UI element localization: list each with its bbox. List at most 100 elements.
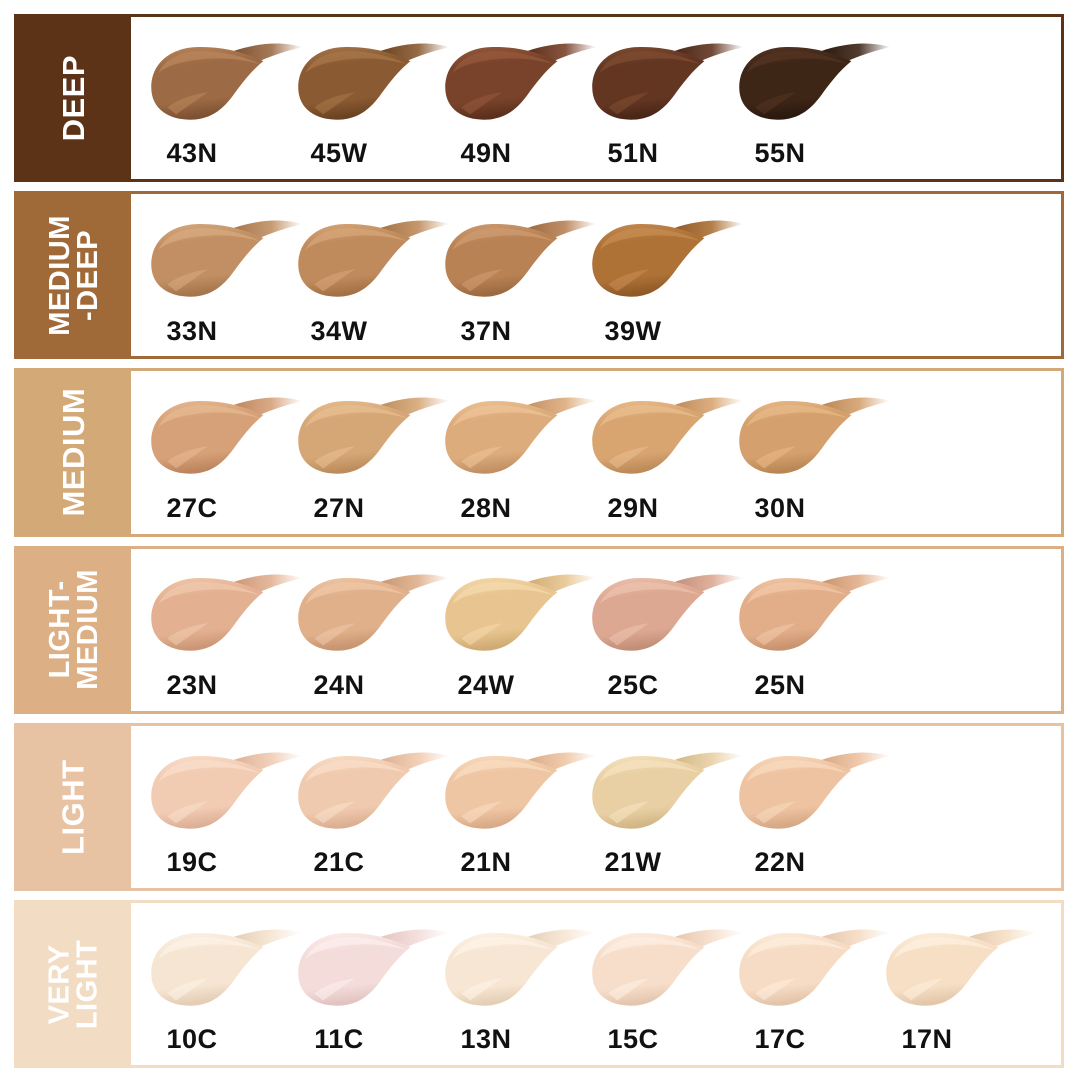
shade-swatch[interactable]: 21W <box>578 726 744 888</box>
swatch-smear-shape <box>445 397 597 474</box>
shade-swatch[interactable]: 15C <box>578 903 744 1065</box>
shade-swatch[interactable]: 13N <box>431 903 597 1065</box>
shade-swatch[interactable]: 45W <box>284 17 450 179</box>
swatch-smear-shape <box>298 574 450 652</box>
swatch-smear-shape <box>592 574 744 652</box>
category-label-line: LIGHT <box>55 759 91 855</box>
swatch-smear-shape <box>151 574 303 652</box>
shade-swatch[interactable]: 27C <box>137 371 303 533</box>
swatch-smear <box>578 566 756 667</box>
category-label-cell: MEDIUM -DEEP <box>17 194 131 357</box>
shade-code-label: 22N <box>754 847 806 878</box>
shade-swatch[interactable]: 25C <box>578 549 744 711</box>
category-label-line: MEDIUM <box>43 214 76 336</box>
swatch-smear-shape <box>151 397 303 474</box>
shade-swatch[interactable]: 17N <box>872 903 1038 1065</box>
shade-swatch[interactable]: 17C <box>725 903 891 1065</box>
shade-swatch[interactable]: 22N <box>725 726 891 888</box>
swatch-smear <box>578 921 756 1022</box>
swatch-smear-shape <box>298 43 450 120</box>
swatch-smear <box>725 389 903 490</box>
shade-swatch[interactable]: 25N <box>725 549 891 711</box>
swatch-smear <box>137 566 315 667</box>
swatch-area: 19C 21C 21N 21W 22N <box>131 725 1061 888</box>
swatch-smear <box>431 35 609 136</box>
shade-swatch[interactable]: 28N <box>431 371 597 533</box>
category-label-cell: MEDIUM <box>17 371 131 534</box>
swatch-smear <box>431 921 609 1022</box>
category-label-cell: DEEP <box>17 17 131 180</box>
shade-swatch[interactable]: 43N <box>137 17 303 179</box>
shade-swatch[interactable]: 21C <box>284 726 450 888</box>
shade-code-label: 30N <box>754 492 806 523</box>
shade-row: LIGHT 19C 21C 21N 21W 22N <box>14 722 1064 891</box>
shade-row: VERY LIGHT 10C 11C 13N 15C 17C 17N <box>14 899 1064 1069</box>
shade-swatch[interactable]: 24N <box>284 549 450 711</box>
swatch-smear-shape <box>592 397 744 474</box>
shade-swatch[interactable]: 23N <box>137 549 303 711</box>
swatch-smear <box>431 744 609 845</box>
swatch-area: 27C 27N 28N 29N 30N <box>131 371 1061 534</box>
shade-swatch[interactable]: 21N <box>431 726 597 888</box>
swatch-smear-shape <box>592 220 744 297</box>
swatch-track: 43N 45W 49N 51N 55N <box>137 17 1061 179</box>
category-label-cell: LIGHT- MEDIUM <box>17 548 131 711</box>
category-label-line: LIGHT <box>72 939 104 1029</box>
category-label-line: MEDIUM <box>72 569 105 690</box>
swatch-smear <box>137 744 315 845</box>
shade-code-label: 33N <box>166 315 218 346</box>
shade-code-label: 51N <box>607 138 659 169</box>
shade-swatch[interactable]: 39W <box>578 194 744 356</box>
category-label: LIGHT <box>55 759 91 855</box>
swatch-area: 10C 11C 13N 15C 17C 17N <box>131 902 1061 1066</box>
shade-swatch[interactable]: 51N <box>578 17 744 179</box>
category-label-line: DEEP <box>55 54 91 142</box>
shade-code-label: 21C <box>313 847 365 878</box>
category-label-cell: VERY LIGHT <box>17 902 131 1066</box>
shade-row: MEDIUM 27C 27N 28N 29N 30N <box>14 368 1064 537</box>
shade-swatch[interactable]: 24W <box>431 549 597 711</box>
swatch-track: 27C 27N 28N 29N 30N <box>137 371 1061 533</box>
category-label-line: MEDIUM <box>55 388 91 517</box>
shade-code-label: 55N <box>754 138 806 169</box>
shade-swatch[interactable]: 49N <box>431 17 597 179</box>
shade-swatch[interactable]: 34W <box>284 194 450 356</box>
category-label: DEEP <box>55 54 91 142</box>
swatch-smear-shape <box>151 220 303 297</box>
category-label-cell: LIGHT <box>17 725 131 888</box>
swatch-area: 33N 34W 37N 39W <box>131 194 1061 357</box>
shade-code-label: 21N <box>460 847 512 878</box>
shade-code-label: 10C <box>166 1024 218 1055</box>
swatch-smear <box>284 212 462 313</box>
swatch-smear <box>431 566 609 667</box>
shade-code-label: 25C <box>607 669 659 700</box>
shade-code-label: 27N <box>313 492 365 523</box>
swatch-track: 23N 24N 24W 25C 25N <box>137 549 1061 711</box>
swatch-area: 23N 24N 24W 25C 25N <box>131 548 1061 711</box>
swatch-smear <box>578 35 756 136</box>
swatch-track: 33N 34W 37N 39W <box>137 194 1061 356</box>
swatch-track: 19C 21C 21N 21W 22N <box>137 726 1061 888</box>
swatch-smear <box>137 389 315 490</box>
category-label-line: VERY <box>43 943 76 1024</box>
shade-swatch[interactable]: 19C <box>137 726 303 888</box>
swatch-smear-shape <box>592 929 744 1006</box>
swatch-smear <box>284 921 462 1022</box>
swatch-smear <box>578 389 756 490</box>
category-label: VERY LIGHT <box>43 939 104 1029</box>
swatch-smear-shape <box>886 929 1038 1006</box>
shade-swatch[interactable]: 10C <box>137 903 303 1065</box>
shade-swatch[interactable]: 55N <box>725 17 891 179</box>
shade-swatch[interactable]: 11C <box>284 903 450 1065</box>
shade-swatch[interactable]: 29N <box>578 371 744 533</box>
swatch-smear-shape <box>445 220 597 297</box>
shade-swatch[interactable]: 27N <box>284 371 450 533</box>
swatch-smear <box>578 212 756 313</box>
swatch-smear-shape <box>739 752 891 829</box>
shade-swatch[interactable]: 30N <box>725 371 891 533</box>
shade-swatch[interactable]: 37N <box>431 194 597 356</box>
shade-code-label: 49N <box>460 138 512 169</box>
shade-code-label: 39W <box>604 315 662 346</box>
swatch-smear-shape <box>298 397 450 474</box>
shade-swatch[interactable]: 33N <box>137 194 303 356</box>
